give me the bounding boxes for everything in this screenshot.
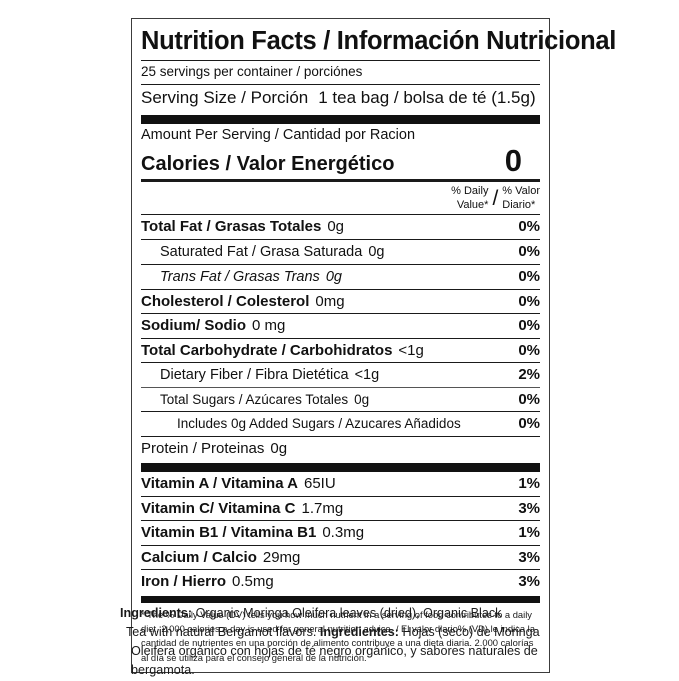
nutrient-percent: 0% <box>518 292 540 310</box>
nutrient-percent: 2% <box>518 366 540 384</box>
nutrient-row: Saturated Fat / Grasa Saturada 0g 0% <box>141 240 540 265</box>
nutrient-percent: 0% <box>518 390 540 408</box>
daily-value-footnote: * The % Daily Value (DV) tells you how m… <box>141 608 535 663</box>
nutrient-label: Saturated Fat / Grasa Saturada <box>160 243 363 260</box>
vitamin-value: 29mg <box>262 548 301 566</box>
nutrient-label: Trans Fat / Grasas Trans <box>160 268 320 285</box>
nutrient-value: 0mg <box>315 292 345 310</box>
vitamin-percent: 1% <box>518 524 540 542</box>
nutrient-row: Protein / Proteinas 0g <box>141 437 540 461</box>
vitamin-value: 0.5mg <box>232 573 274 591</box>
ingredients-block: Ingredients: Organic Moringa Oleifera le… <box>120 604 600 681</box>
ingredients-heading-en: Ingredients: <box>120 606 193 620</box>
nutrient-percent: 0% <box>518 415 540 433</box>
nutrition-facts-label: Nutrition Facts / Información Nutriciona… <box>131 18 616 674</box>
vitamin-label: Vitamin A / Vitamina A <box>141 475 298 493</box>
servings-per-container: 25 servings per container / porciónes <box>141 61 540 86</box>
nutrient-label: Sodium/ Sodio <box>141 317 246 335</box>
nutrient-label: Total Carbohydrate / Carbohidratos <box>141 341 393 359</box>
vitamin-percent: 3% <box>518 499 540 517</box>
vitamin-percent: 1% <box>518 475 540 493</box>
amount-per-serving-label: Amount Per Serving / Cantidad por Racion <box>141 127 416 144</box>
nutrient-percent: 0% <box>518 341 540 359</box>
dv-header-en-line1: % Daily <box>451 184 489 197</box>
ingredients-line-3: Oleifera orgánico con hojas de té negro … <box>131 644 538 678</box>
nutrient-value: <1g <box>398 341 424 359</box>
vitamin-row: Vitamin C/ Vitamina C 1.7mg 3% <box>141 497 540 522</box>
ingredients-text-es-2: Hojas (seco) de Moringa <box>398 625 540 640</box>
ingredients-line-1: Ingredients: Organic Moringa Oleifera le… <box>120 604 600 623</box>
nutrient-value: 0g <box>325 268 342 285</box>
vitamin-label: Iron / Hierro <box>141 573 227 591</box>
vitamin-row: Calcium / Calcio 29mg 3% <box>141 546 540 571</box>
thick-divider-footnote <box>141 595 540 603</box>
nutrient-row: Includes 0g Added Sugars / Azucares Añad… <box>141 412 540 437</box>
serving-size-row: Serving Size / Porción 1 tea bag / bolsa … <box>141 85 540 112</box>
nutrient-row: Trans Fat / Grasas Trans 0g 0% <box>141 265 540 290</box>
nutrient-percent: 0% <box>518 242 540 260</box>
vitamin-percent: 3% <box>518 548 540 566</box>
nutrient-label: Cholesterol / Colesterol <box>141 292 310 310</box>
vitamin-value: 65IU <box>304 475 336 493</box>
nutrient-row: Total Carbohydrate / Carbohidratos <1g 0% <box>141 339 540 364</box>
ingredients-heading-es: Ingredientes: <box>319 625 399 640</box>
vitamin-value: 0.3mg <box>322 524 365 542</box>
calories-value: 0 <box>504 142 522 178</box>
nutrient-label: Total Fat / Grasas Totales <box>141 218 322 236</box>
page-title: Nutrition Facts / Información Nutriciona… <box>141 19 616 62</box>
calories-label: Calories / Valor Energético <box>141 152 395 175</box>
nutrient-row: Sodium/ Sodio 0 mg 0% <box>141 314 540 339</box>
vitamin-row: Vitamin B1 / Vitamina B1 0.3mg 1% <box>141 521 540 546</box>
nutrient-value: 0g <box>368 243 385 260</box>
nutrient-percent: 0% <box>518 317 540 335</box>
vitamin-value: 1.7mg <box>301 499 344 517</box>
nutrient-percent: 0% <box>518 218 540 236</box>
dv-header-es-line1: % Valor <box>502 184 540 197</box>
daily-value-header: % Daily Value* / % Valor Diario* <box>141 182 540 216</box>
nutrient-row: Total Fat / Grasas Totales 0g 0% <box>141 215 540 240</box>
nutrient-percent: 0% <box>518 267 540 285</box>
thick-divider-top <box>141 115 540 125</box>
nutrient-row: Dietary Fiber / Fibra Dietética <1g 2% <box>141 363 540 388</box>
nutrient-value: 0g <box>270 439 288 457</box>
calories-row: Calories / Valor Energético 0 <box>141 145 540 182</box>
nutrient-value: 0g <box>327 218 345 236</box>
nutrient-row: Total Sugars / Azúcares Totales 0g 0% <box>141 388 540 413</box>
vitamin-row: Iron / Hierro 0.5mg 3% <box>141 570 540 594</box>
vitamin-label: Vitamin C/ Vitamina C <box>141 499 296 517</box>
nutrient-label: Protein / Proteinas <box>141 439 265 457</box>
vitamin-label: Vitamin B1 / Vitamina B1 <box>141 524 317 542</box>
thick-divider-vitamins <box>141 463 540 473</box>
dv-header-slash: / <box>492 187 499 211</box>
serving-size-label: Serving Size / Porción <box>141 88 309 108</box>
ingredients-line-2: Tea with natural Bergamot flavors. Ingre… <box>120 623 600 642</box>
ingredients-text-en-2: Tea with natural Bergamot flavors. <box>126 625 320 640</box>
nutrient-row: Cholesterol / Colesterol 0mg 0% <box>141 290 540 315</box>
nutrient-label: Includes 0g Added Sugars / Azucares Añad… <box>177 416 461 432</box>
vitamin-label: Calcium / Calcio <box>141 548 257 566</box>
serving-size-value: 1 tea bag / bolsa de té (1.5g) <box>318 88 536 108</box>
nutrient-value: <1g <box>354 367 380 384</box>
ingredients-text-en-1: Organic Moringa Oleifera leaves (dried),… <box>192 606 502 620</box>
dv-header-en-line2: Value* <box>456 198 489 211</box>
nutrient-label: Total Sugars / Azúcares Totales <box>160 391 349 407</box>
nutrient-label: Dietary Fiber / Fibra Dietética <box>160 367 349 384</box>
vitamin-percent: 3% <box>518 573 540 591</box>
nutrient-value: 0 mg <box>252 317 286 335</box>
vitamin-row: Vitamin A / Vitamina A 65IU 1% <box>141 472 540 497</box>
nutrient-value: 0g <box>354 391 370 407</box>
dv-header-es-line2: Diario* <box>502 198 536 211</box>
